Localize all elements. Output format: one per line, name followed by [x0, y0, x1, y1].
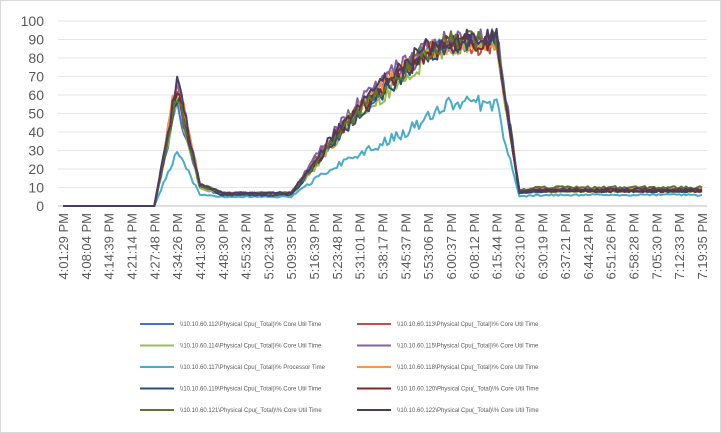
x-tick-label: 7:19:35 PM [695, 213, 710, 280]
legend-label: \\10.10.60.120\Physical Cpu(_Total)\% Co… [397, 387, 539, 393]
x-tick-label: 4:27:48 PM [147, 213, 162, 280]
x-tick-label: 5:31:01 PM [353, 213, 368, 280]
x-tick-label: 5:09:35 PM [284, 213, 299, 280]
x-tick-label: 4:14:39 PM [102, 213, 117, 280]
x-tick-label: 6:00:37 PM [444, 213, 459, 280]
y-tick-label: 60 [28, 87, 44, 103]
x-tick-label: 5:45:37 PM [398, 213, 413, 280]
legend-label: \\10.10.60.114\Physical Cpu(_Total)\% Co… [180, 344, 322, 350]
x-tick-label: 7:12:33 PM [672, 213, 687, 280]
legend-label: \\10.10.60.119\Physical Cpu(_Total)\% Co… [180, 387, 322, 393]
y-tick-label: 30 [28, 143, 44, 159]
y-axis-tick-labels: 0 10 20 30 40 50 60 70 80 90 100 [21, 13, 45, 214]
legend-label: \\10.10.60.115\Physical Cpu(_Total)\% Co… [397, 344, 539, 350]
y-tick-label: 40 [28, 124, 44, 140]
x-tick-label: 6:30:19 PM [535, 213, 550, 280]
y-tick-label: 70 [28, 69, 44, 85]
x-tick-label: 6:15:44 PM [490, 213, 505, 280]
x-axis-tick-labels: 4:01:29 PM 4:08:04 PM 4:14:39 PM 4:21:14 PM… [56, 213, 710, 280]
legend-label: \\10.10.60.112\Physical Cpu(_Total)\% Co… [180, 322, 322, 328]
y-tick-label: 50 [28, 106, 44, 122]
y-tick-label: 0 [36, 198, 44, 214]
y-tick-label: 20 [28, 161, 44, 177]
series-line [63, 27, 703, 207]
y-tick-label: 100 [21, 13, 45, 29]
x-tick-label: 6:44:24 PM [581, 213, 596, 280]
series-lines [63, 27, 703, 207]
x-tick-label: 6:23:10 PM [512, 213, 527, 280]
y-tick-label: 80 [28, 50, 44, 66]
x-tick-label: 6:08:12 PM [467, 213, 482, 280]
y-tick-label: 10 [28, 180, 44, 196]
series-line [63, 94, 703, 207]
x-tick-label: 5:38:17 PM [376, 213, 391, 280]
legend-label: \\10.10.60.113\Physical Cpu(_Total)\% Co… [397, 322, 539, 328]
x-tick-label: 4:34:26 PM [170, 213, 185, 280]
x-tick-label: 6:37:21 PM [558, 213, 573, 280]
legend-label: \\10.10.60.121\Physical Cpu(_Total)\% Co… [180, 408, 322, 414]
x-tick-label: 4:21:14 PM [124, 213, 139, 280]
x-tick-label: 6:58:28 PM [627, 213, 642, 280]
series-line [63, 29, 703, 207]
x-tick-label: 4:01:29 PM [56, 213, 71, 280]
gridlines [58, 20, 707, 207]
x-tick-label: 4:41:30 PM [193, 213, 208, 280]
x-tick-label: 4:48:30 PM [216, 213, 231, 280]
x-tick-label: 5:53:06 PM [421, 213, 436, 280]
x-tick-label: 5:16:39 PM [307, 213, 322, 280]
legend-label: \\10.10.60.122\Physical Cpu(_Total)\% Co… [397, 408, 539, 414]
x-tick-label: 6:51:26 PM [604, 213, 619, 280]
y-tick-label: 90 [28, 32, 44, 48]
x-tick-label: 5:23:48 PM [330, 213, 345, 280]
x-tick-label: 7:05:30 PM [649, 213, 664, 280]
legend-label: \\10.10.60.117\Physical Cpu(_Total)\% Pr… [180, 365, 326, 371]
legend: \\10.10.60.112\Physical Cpu(_Total)\% Co… [140, 322, 539, 414]
x-tick-label: 4:08:04 PM [79, 213, 94, 280]
x-tick-label: 5:02:34 PM [261, 213, 276, 280]
legend-label: \\10.10.60.118\Physical Cpu(_Total)\% Co… [397, 365, 539, 371]
x-tick-label: 4:55:32 PM [239, 213, 254, 280]
